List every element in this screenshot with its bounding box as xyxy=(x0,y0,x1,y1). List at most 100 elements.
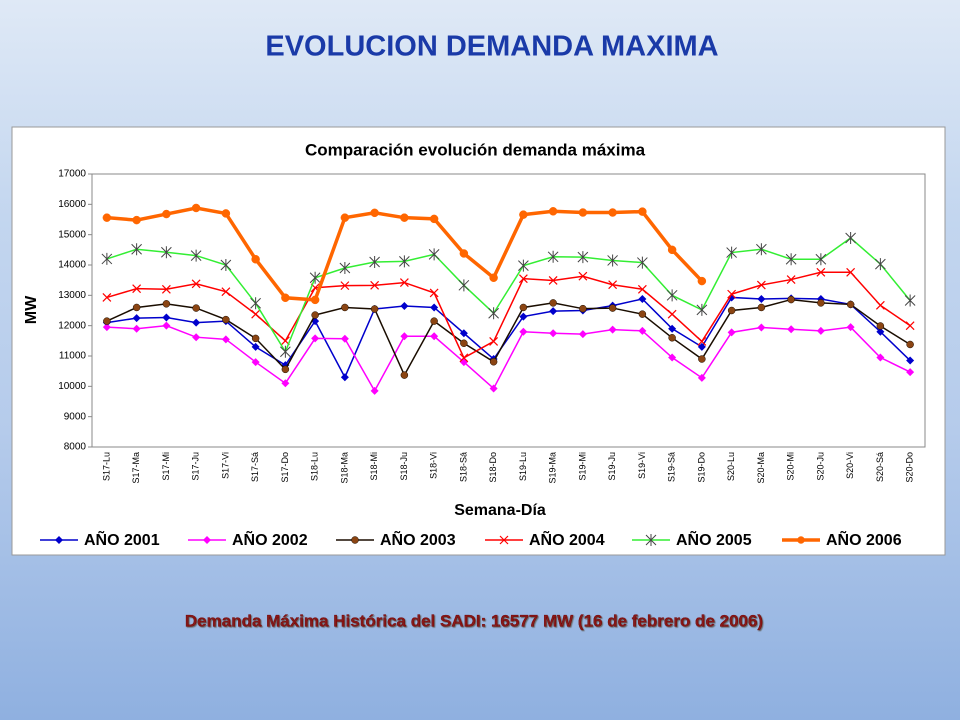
marker xyxy=(460,339,468,348)
marker xyxy=(191,279,201,289)
marker xyxy=(132,314,141,323)
marker xyxy=(340,281,350,291)
marker xyxy=(608,304,617,312)
marker xyxy=(727,328,736,337)
legend-label: AÑO 2001 xyxy=(84,529,160,549)
x-tick-label: S20-Do xyxy=(905,452,915,483)
marker xyxy=(668,334,676,342)
marker xyxy=(608,280,618,290)
marker xyxy=(220,259,232,271)
marker xyxy=(370,386,379,395)
marker xyxy=(339,262,351,275)
legend-marker xyxy=(645,534,657,546)
marker xyxy=(906,368,915,377)
marker xyxy=(370,208,379,218)
y-tick-label: 12000 xyxy=(58,320,86,331)
y-axis-label: MW xyxy=(23,295,40,324)
x-tick-label: S18-Sá xyxy=(458,452,468,482)
marker xyxy=(817,299,825,307)
marker xyxy=(638,207,647,216)
series-line xyxy=(106,271,911,359)
x-tick-label: S17-Do xyxy=(280,452,290,483)
marker xyxy=(311,311,319,319)
marker xyxy=(430,317,438,325)
marker xyxy=(251,342,260,351)
marker xyxy=(489,337,499,346)
x-tick-label: S20-Ma xyxy=(756,452,766,484)
marker xyxy=(519,312,528,321)
y-tick-label: 16000 xyxy=(58,199,86,210)
marker xyxy=(132,284,142,294)
marker xyxy=(518,259,529,272)
marker xyxy=(429,288,439,298)
marker xyxy=(756,243,767,256)
marker xyxy=(786,275,796,284)
y-tick-label: 10000 xyxy=(58,381,86,392)
marker xyxy=(518,274,528,284)
x-tick-label: S17-Mi xyxy=(161,452,171,481)
marker xyxy=(637,256,648,269)
x-tick-label: S17-Lu xyxy=(101,452,111,481)
marker xyxy=(787,325,796,334)
marker xyxy=(579,304,587,313)
marker xyxy=(161,246,172,259)
marker xyxy=(281,379,290,388)
marker xyxy=(904,294,916,307)
marker xyxy=(637,284,647,294)
legend-marker xyxy=(797,536,805,544)
marker xyxy=(846,323,855,332)
marker xyxy=(162,313,171,322)
x-tick-label: S17-Sá xyxy=(250,452,260,482)
x-tick-label: S18-Do xyxy=(488,452,498,483)
x-tick-label: S18-Ju xyxy=(399,452,409,481)
marker xyxy=(341,303,349,312)
marker xyxy=(192,304,200,312)
x-tick-label: S19-Ju xyxy=(607,452,617,481)
x-tick-label: S17-Ju xyxy=(191,452,201,481)
legend-label: AÑO 2005 xyxy=(676,529,752,549)
marker xyxy=(666,289,678,302)
marker xyxy=(251,334,260,343)
legend-label: AÑO 2002 xyxy=(232,529,308,549)
marker xyxy=(459,329,468,338)
marker xyxy=(102,213,112,222)
marker xyxy=(905,321,915,331)
marker xyxy=(876,322,885,330)
x-tick-label: S20-Lu xyxy=(726,452,736,481)
marker xyxy=(548,276,558,285)
marker xyxy=(429,214,439,224)
marker xyxy=(309,271,321,284)
marker xyxy=(549,299,557,307)
marker xyxy=(876,327,885,336)
x-tick-label: S18-Mi xyxy=(369,452,379,481)
marker xyxy=(131,243,142,256)
marker xyxy=(222,315,230,324)
marker xyxy=(428,248,440,261)
marker xyxy=(727,289,737,299)
marker xyxy=(876,353,885,362)
marker xyxy=(132,303,141,312)
marker xyxy=(162,321,171,330)
legend-marker xyxy=(55,536,63,544)
marker xyxy=(311,334,320,343)
marker xyxy=(697,337,707,346)
marker xyxy=(280,345,291,358)
legend-marker xyxy=(351,536,359,544)
marker xyxy=(549,329,558,338)
marker xyxy=(192,333,201,342)
x-tick-label: S20-Mi xyxy=(786,452,796,481)
marker xyxy=(816,326,825,335)
marker xyxy=(103,317,111,325)
x-tick-label: S20-Sá xyxy=(875,452,885,482)
marker xyxy=(310,295,320,305)
marker xyxy=(459,353,469,363)
marker xyxy=(785,253,797,266)
marker xyxy=(221,287,231,297)
marker xyxy=(846,267,856,277)
marker xyxy=(906,340,914,349)
marker xyxy=(102,323,111,332)
marker xyxy=(400,332,409,341)
marker xyxy=(875,300,885,310)
legend-marker xyxy=(499,535,509,545)
